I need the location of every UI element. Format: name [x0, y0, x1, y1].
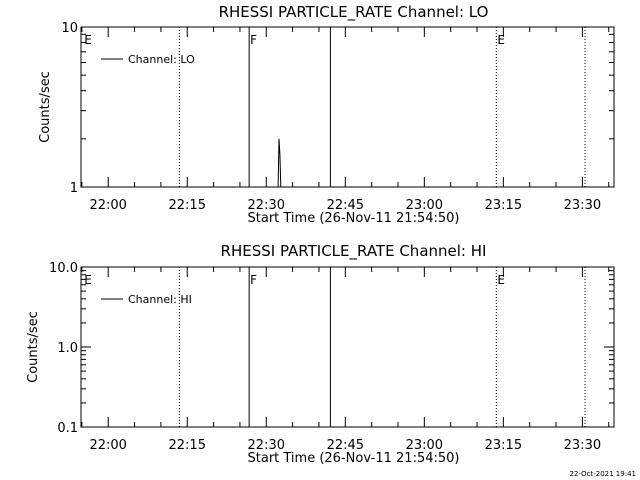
- x-tick-label: 22:30: [248, 438, 285, 453]
- event-marker-label: E: [497, 33, 505, 47]
- y-tick-label: 1: [70, 181, 78, 196]
- legend-label: Channel: HI: [128, 293, 192, 306]
- x-tick-label: 23:30: [564, 438, 601, 453]
- x-tick-label: 23:00: [406, 438, 443, 453]
- event-marker-label: F: [250, 273, 257, 287]
- plot-panel-lo: RHESSI PARTICLE_RATE Channel: LO Counts/s…: [38, 3, 615, 226]
- x-tick-label: 23:30: [564, 198, 601, 213]
- x-tick-label: 23:15: [485, 198, 522, 213]
- x-axis-label: Start Time (26-Nov-11 21:54:50): [248, 211, 460, 226]
- event-marker-label: E: [497, 273, 505, 287]
- x-tick-label: 22:00: [89, 198, 126, 213]
- x-tick-label: 22:45: [327, 438, 364, 453]
- y-tick-label: 1.0: [57, 341, 78, 356]
- footer-timestamp: 22-Oct-2021 19:41: [570, 470, 636, 478]
- x-tick-label: 22:45: [327, 198, 364, 213]
- plot-frame: [80, 26, 615, 188]
- data-series-line: [277, 138, 282, 188]
- y-tick-label: 10: [61, 21, 78, 36]
- x-tick-label: 23:15: [485, 438, 522, 453]
- y-axis-label: Counts/sec: [38, 71, 53, 143]
- x-tick-label: 22:00: [89, 438, 126, 453]
- y-axis-label: Counts/sec: [26, 311, 41, 383]
- x-tick-label: 23:00: [406, 198, 443, 213]
- y-tick-label: 0.1: [57, 421, 78, 436]
- x-tick-label: 22:15: [169, 198, 206, 213]
- event-marker-label: F: [250, 33, 257, 47]
- legend-label: Channel: LO: [128, 53, 195, 66]
- event-marker-label: E: [84, 33, 92, 47]
- chart-title: RHESSI PARTICLE_RATE Channel: LO: [219, 3, 489, 22]
- x-axis-label: Start Time (26-Nov-11 21:54:50): [248, 451, 460, 466]
- event-marker-label: E: [84, 273, 92, 287]
- y-tick-label: 10.0: [49, 261, 78, 276]
- x-tick-label: 22:15: [169, 438, 206, 453]
- chart-title: RHESSI PARTICLE_RATE Channel: HI: [221, 242, 487, 261]
- plot-panel-hi: RHESSI PARTICLE_RATE Channel: HI Counts/s…: [26, 242, 615, 466]
- x-tick-label: 22:30: [248, 198, 285, 213]
